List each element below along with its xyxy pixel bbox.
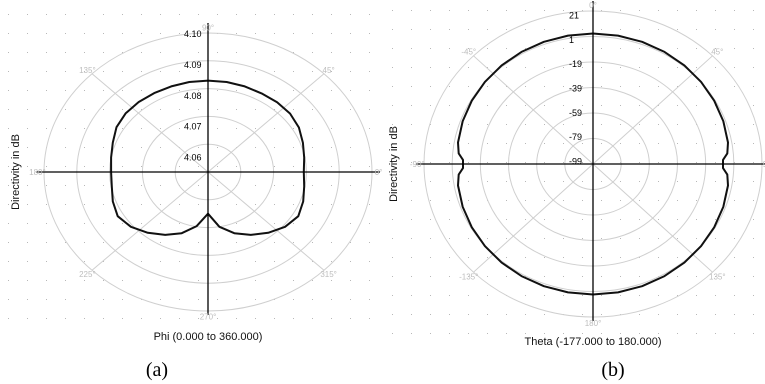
angle-label-a: 225° (79, 270, 96, 279)
radial-tick-label-a: 4.10 (184, 29, 202, 39)
y-axis-title-b: Directivity in dB (388, 126, 400, 202)
radial-tick-label-b: -59 (569, 108, 582, 118)
grid-spoke-b (473, 163, 594, 273)
x-axis-title-a: Phi (0.000 to 360.000) (154, 331, 263, 343)
grid-spoke-b (592, 163, 713, 273)
angle-label-b: 45° (711, 47, 723, 56)
angle-label-a: 45° (323, 66, 335, 75)
angle-label-b: 180° (585, 319, 602, 328)
angle-label-a: 90° (202, 23, 214, 32)
grid-spoke-a (91, 171, 209, 271)
grid-spoke-a (207, 171, 325, 271)
angle-label-b: -135° (459, 273, 478, 282)
angle-label-a: 135° (79, 66, 96, 75)
angle-label-b: -90° (410, 160, 425, 169)
y-axis-title-a: Directivity in dB (10, 134, 22, 210)
angle-label-a: 180° (29, 168, 46, 177)
angle-label-a: 0° (375, 168, 383, 177)
x-axis-title-b: Theta (-177.000 to 180.000) (525, 336, 662, 348)
radial-tick-label-a: 4.07 (184, 122, 202, 132)
radial-tick-label-b: -39 (569, 84, 582, 94)
caption-a: (a) (146, 359, 168, 381)
angle-label-b: -45° (461, 47, 476, 56)
radial-tick-label-b: -19 (569, 59, 582, 69)
angle-label-b: 0° (589, 1, 597, 10)
radial-tick-label-b: -79 (569, 132, 582, 142)
polar-chart-a: 0° 45° 90° 135° 180° 225° 270° 315° 4.10 4.09 4.08… (8, 14, 382, 381)
grid-spoke-a (91, 73, 209, 173)
angle-label-b: 90° (763, 160, 765, 169)
radial-tick-label-a: 4.08 (184, 91, 202, 101)
angle-label-a: 270° (200, 313, 217, 322)
angle-label-b: 135° (709, 273, 726, 282)
radial-tick-label-b: -99 (569, 156, 582, 166)
radial-tick-label-a: 4.06 (184, 153, 202, 163)
radial-tick-label-a: 4.09 (184, 60, 202, 70)
radial-tick-label-b: 21 (569, 11, 579, 21)
grid-spoke-a (207, 73, 325, 173)
polar-chart-b: 0° 45° 90° 135° 180° -135° -90° -45° 21 1 -19 -39 -5… (388, 1, 765, 381)
angle-label-a: 315° (320, 270, 337, 279)
grid-spoke-b (592, 55, 713, 165)
caption-b: (b) (601, 359, 624, 381)
radial-tick-label-b: 1 (569, 35, 574, 45)
